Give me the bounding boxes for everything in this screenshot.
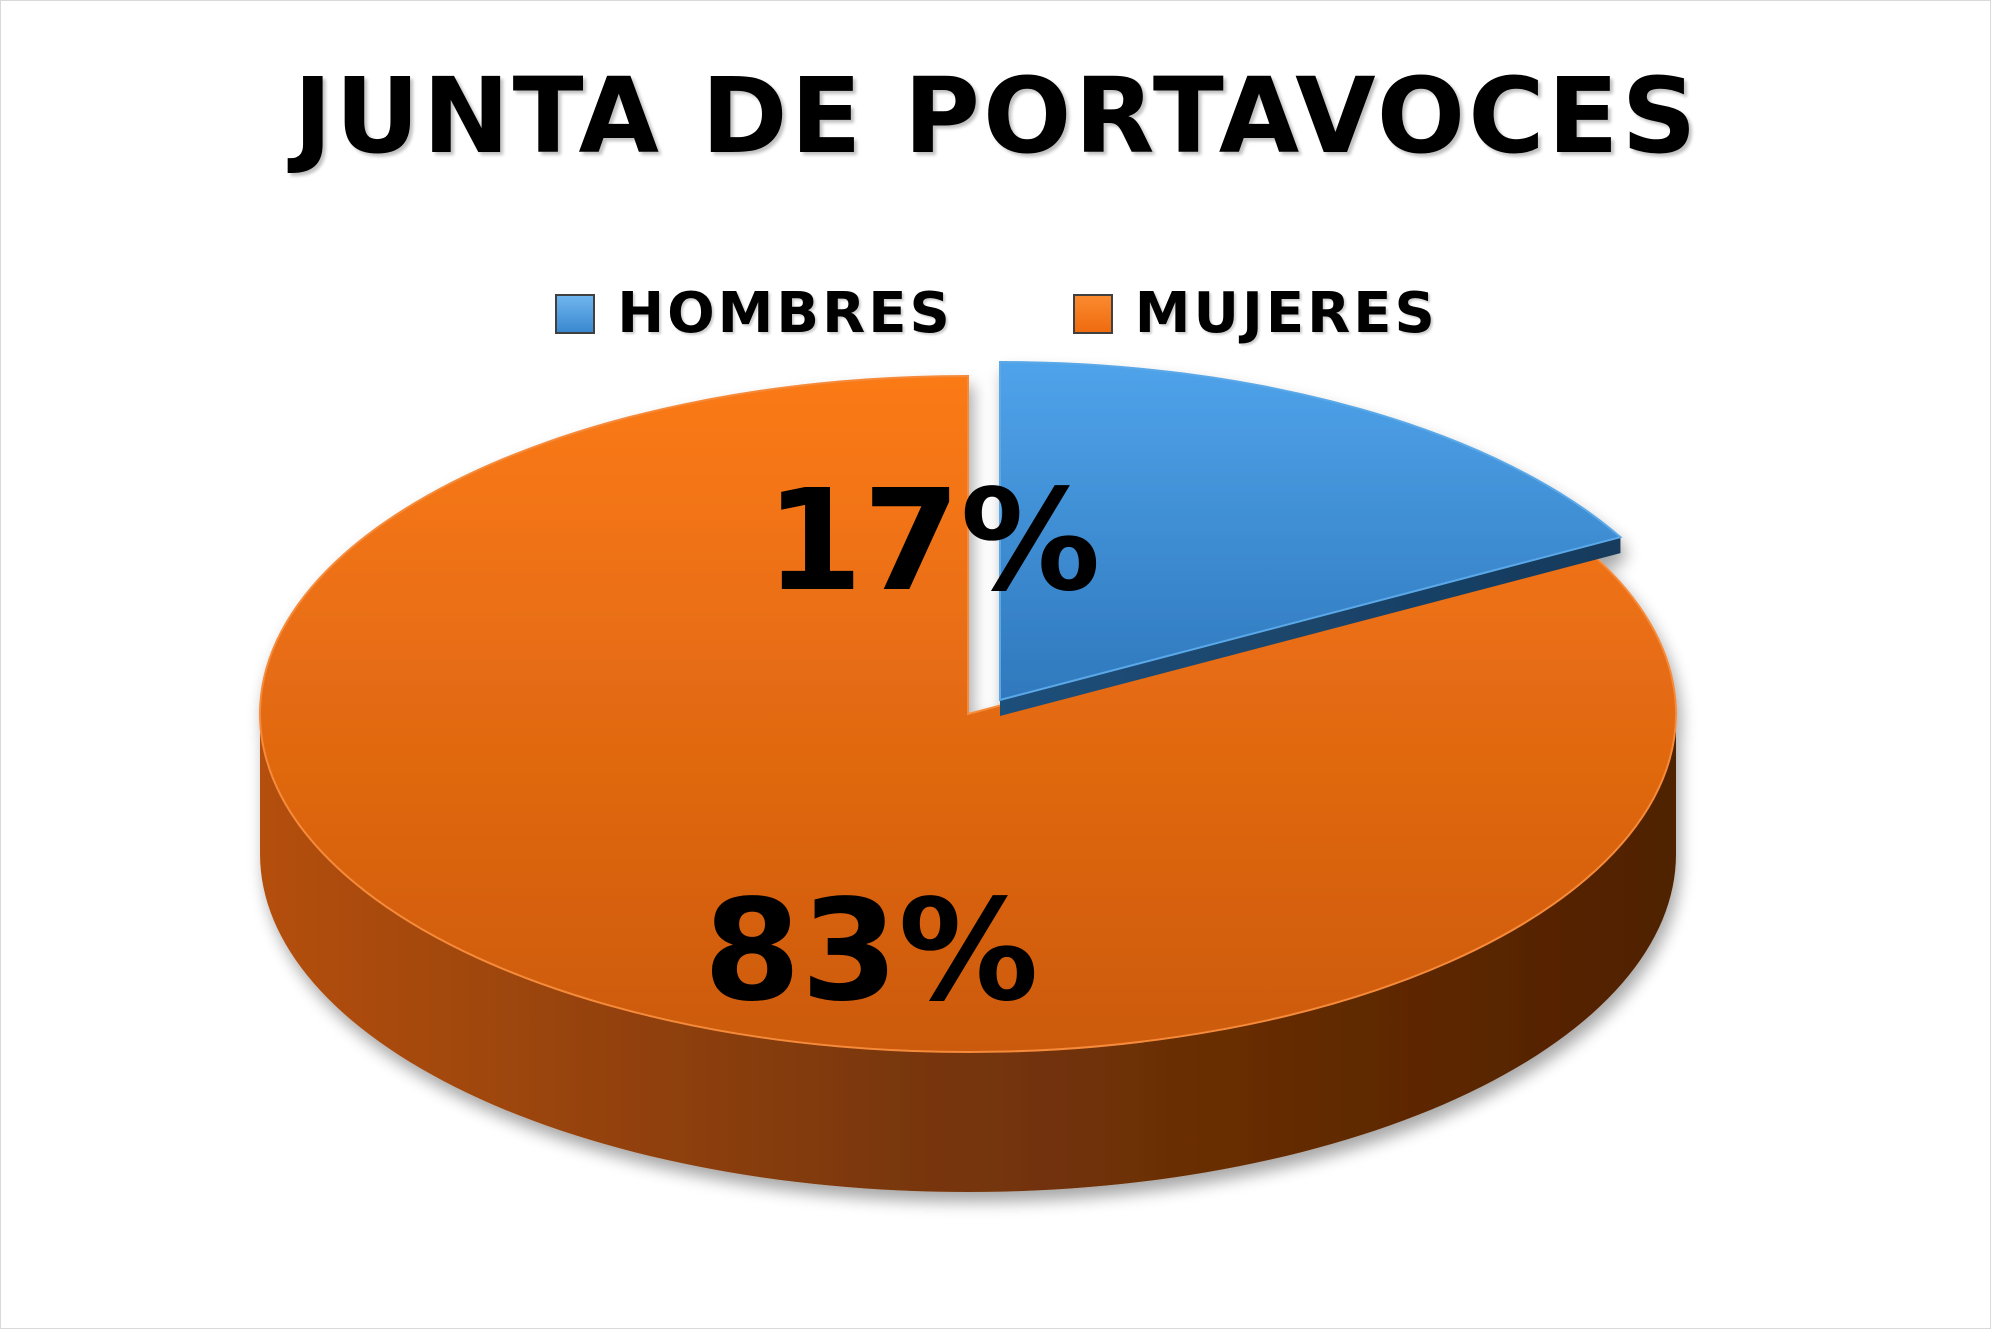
chart-legend: HOMBRES MUJERES: [1, 281, 1991, 346]
legend-item-mujeres: MUJERES: [1072, 281, 1438, 346]
data-label-mujeres: 83%: [703, 870, 1038, 1033]
pie-slice-mujeres: [259, 374, 1678, 1053]
legend-swatch-hombres: [555, 293, 596, 334]
legend-item-hombres: HOMBRES: [555, 281, 953, 346]
data-label-hombres: 17%: [765, 460, 1100, 623]
legend-label-mujeres: MUJERES: [1134, 281, 1438, 346]
legend-label-hombres: HOMBRES: [617, 281, 953, 346]
pie-side-mujeres: [260, 714, 1676, 1192]
pie-cut-hombres: [1000, 537, 1621, 716]
chart-title: JUNTA DE PORTAVOCES: [293, 55, 1700, 177]
pie-slice-hombres: [999, 360, 1623, 702]
legend-swatch-mujeres: [1072, 293, 1113, 334]
